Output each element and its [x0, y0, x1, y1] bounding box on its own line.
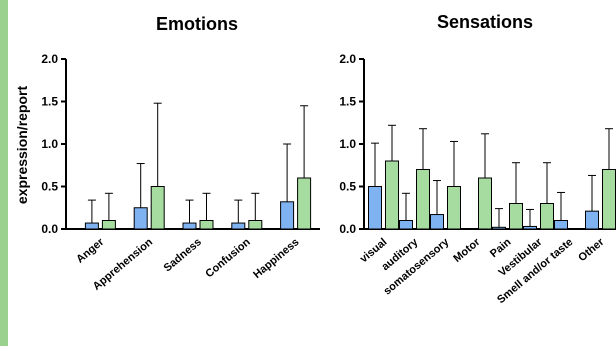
sensations-bar-series1 — [399, 220, 413, 230]
emotions-bar-series2 — [248, 220, 263, 230]
y-axis-label: expression/report — [14, 86, 30, 205]
sensations-y-tick-label: 0.0 — [339, 222, 356, 236]
emotions-bar-series2 — [101, 220, 116, 230]
emotions-bar-series1 — [231, 222, 246, 230]
emotions-chart-title: Emotions — [156, 14, 238, 34]
sensations-bar-series1 — [492, 226, 506, 230]
sensations-bar-series1 — [554, 220, 568, 230]
emotions-category-label: Confusion — [203, 236, 253, 280]
sensations-category-label: Motor — [451, 236, 483, 265]
emotions-category-label: Happiness — [251, 236, 301, 281]
emotions-bar-series1 — [133, 207, 148, 230]
emotions-y-tick-label: 1.5 — [41, 95, 58, 109]
emotions-bar-series1 — [84, 222, 99, 230]
sensations-bar-series1 — [523, 225, 537, 230]
sensations-bar-series2 — [416, 169, 430, 230]
side-strip — [0, 0, 8, 346]
emotions-y-tick-label: 2.0 — [41, 52, 58, 66]
sensations-y-tick-label: 0.5 — [339, 180, 356, 194]
emotions-category-label: Anger — [74, 236, 107, 266]
emotions-bar-series1 — [182, 222, 197, 230]
sensations-category-label: Other — [576, 236, 607, 265]
emotions-bar-series2 — [150, 186, 165, 230]
sensations-bar-series2 — [478, 177, 492, 230]
sensations-bar-series2 — [509, 203, 523, 230]
emotions-bar-series1 — [280, 201, 295, 230]
sensations-chart-title: Sensations — [437, 12, 533, 32]
sensations-bar-series1 — [368, 186, 382, 230]
emotions-bar-series2 — [297, 177, 312, 230]
sensations-bar-series1 — [430, 214, 444, 230]
emotions-y-tick-label: 1.0 — [41, 137, 58, 151]
emotions-y-tick-label: 0.0 — [41, 222, 58, 236]
sensations-chart: 0.00.51.01.52.0visualauditorysomatosenso… — [339, 52, 616, 306]
sensations-category-label: Pain — [488, 236, 514, 260]
sensations-bar-series2 — [540, 203, 554, 230]
emotions-y-tick-label: 0.5 — [41, 180, 58, 194]
sensations-y-tick-label: 1.5 — [339, 95, 356, 109]
sensations-bar-series2 — [385, 160, 399, 230]
sensations-y-tick-label: 2.0 — [339, 52, 356, 66]
emotions-bar-series2 — [199, 220, 214, 230]
sensations-y-tick-label: 1.0 — [339, 137, 356, 151]
sensations-bar-series2 — [447, 186, 461, 230]
sensations-bar-series1 — [585, 210, 599, 230]
emotions-category-label: Sadness — [162, 236, 204, 274]
sensations-bar-series2 — [602, 169, 616, 230]
